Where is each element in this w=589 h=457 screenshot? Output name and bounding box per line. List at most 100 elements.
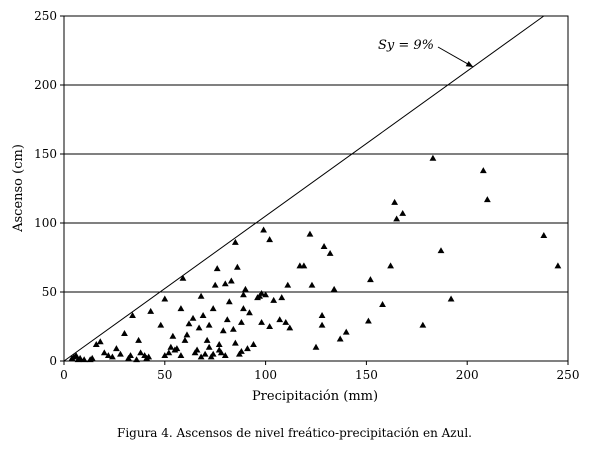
y-tick-label: 0 [49, 354, 57, 368]
data-point [173, 345, 181, 352]
data-point [127, 352, 134, 359]
data-point [215, 341, 223, 347]
data-point [266, 236, 274, 243]
data-point [76, 354, 84, 361]
data-point [540, 232, 548, 238]
data-point [117, 350, 124, 357]
data-point [195, 324, 203, 331]
data-point [137, 349, 145, 356]
data-point [308, 281, 316, 288]
data-point [96, 338, 104, 345]
data-points [68, 154, 562, 363]
data-point [330, 285, 338, 292]
data-point [320, 243, 328, 250]
data-point [250, 341, 257, 347]
x-tick-label: 150 [355, 368, 378, 382]
data-point [240, 291, 247, 298]
data-point [312, 343, 320, 350]
data-point [284, 281, 292, 288]
data-point [197, 353, 205, 360]
data-point [189, 314, 197, 321]
data-point [201, 350, 209, 357]
x-tick-label: 50 [157, 368, 172, 382]
data-point [145, 353, 153, 360]
data-point [133, 356, 140, 363]
x-tick-label: 200 [456, 368, 479, 382]
x-tick-label: 100 [254, 368, 277, 382]
data-point [80, 356, 88, 363]
data-point [209, 305, 217, 312]
data-point [233, 263, 241, 270]
data-point [242, 285, 249, 292]
data-point [266, 323, 274, 330]
data-point [177, 305, 185, 312]
figure-caption: Figura 4. Ascensos de nivel freático-pre… [117, 426, 472, 440]
x-axis-title: Precipitación (mm) [252, 389, 378, 404]
data-point [205, 321, 213, 328]
data-point [227, 277, 235, 284]
y-tick-label: 150 [34, 147, 57, 161]
data-point [221, 352, 229, 359]
data-point [246, 309, 253, 316]
data-point [419, 321, 427, 328]
data-point [88, 354, 96, 361]
data-point [238, 318, 245, 325]
data-point [260, 226, 267, 233]
data-point [161, 295, 169, 302]
data-point [379, 301, 386, 307]
data-point [479, 167, 487, 174]
data-point [203, 336, 211, 343]
data-point [240, 305, 247, 312]
data-point [211, 281, 219, 288]
data-point [205, 343, 213, 350]
data-point [199, 312, 207, 319]
data-point [113, 345, 120, 352]
data-point [437, 247, 445, 254]
data-point [342, 328, 350, 335]
data-point [399, 209, 407, 216]
data-point [185, 320, 193, 327]
data-point [209, 350, 217, 357]
y-tick-label: 250 [34, 9, 57, 23]
scatter-chart: 0 50 100 150 200 250 0 50 100 150 200 250 Precipita… [11, 9, 580, 404]
y-tick-label: 50 [42, 285, 57, 299]
data-point [336, 335, 344, 342]
grid-lines [64, 15, 568, 293]
y-tick-label: 200 [34, 78, 57, 92]
annotation-arrow-head [465, 60, 474, 68]
data-point [278, 294, 286, 301]
x-tick-label: 250 [557, 368, 580, 382]
data-point [429, 154, 437, 161]
data-point [318, 321, 326, 328]
data-point [258, 318, 265, 325]
data-point [135, 336, 142, 343]
data-point [157, 321, 165, 328]
sy-reference-line [63, 15, 545, 362]
data-point [72, 352, 80, 359]
data-point [169, 332, 177, 339]
data-point [387, 262, 394, 269]
sy-annotation-label: Sy = 9% [378, 38, 434, 53]
data-point [391, 198, 399, 205]
data-point [179, 274, 187, 281]
data-point [393, 215, 401, 222]
data-point [318, 312, 326, 319]
data-point [258, 289, 265, 296]
data-point [161, 352, 169, 359]
data-point [100, 349, 108, 356]
x-tick-label: 0 [60, 368, 68, 382]
y-tick-label: 100 [34, 216, 57, 230]
data-point [231, 339, 239, 346]
data-point [276, 316, 284, 323]
data-point [229, 325, 237, 332]
data-point [147, 307, 155, 314]
data-point [217, 349, 225, 356]
reference-line-group [63, 15, 545, 362]
data-point [129, 312, 136, 319]
data-point [219, 327, 227, 334]
data-point [365, 317, 372, 324]
data-point [262, 291, 269, 298]
data-point [306, 230, 314, 237]
data-point [197, 292, 205, 299]
